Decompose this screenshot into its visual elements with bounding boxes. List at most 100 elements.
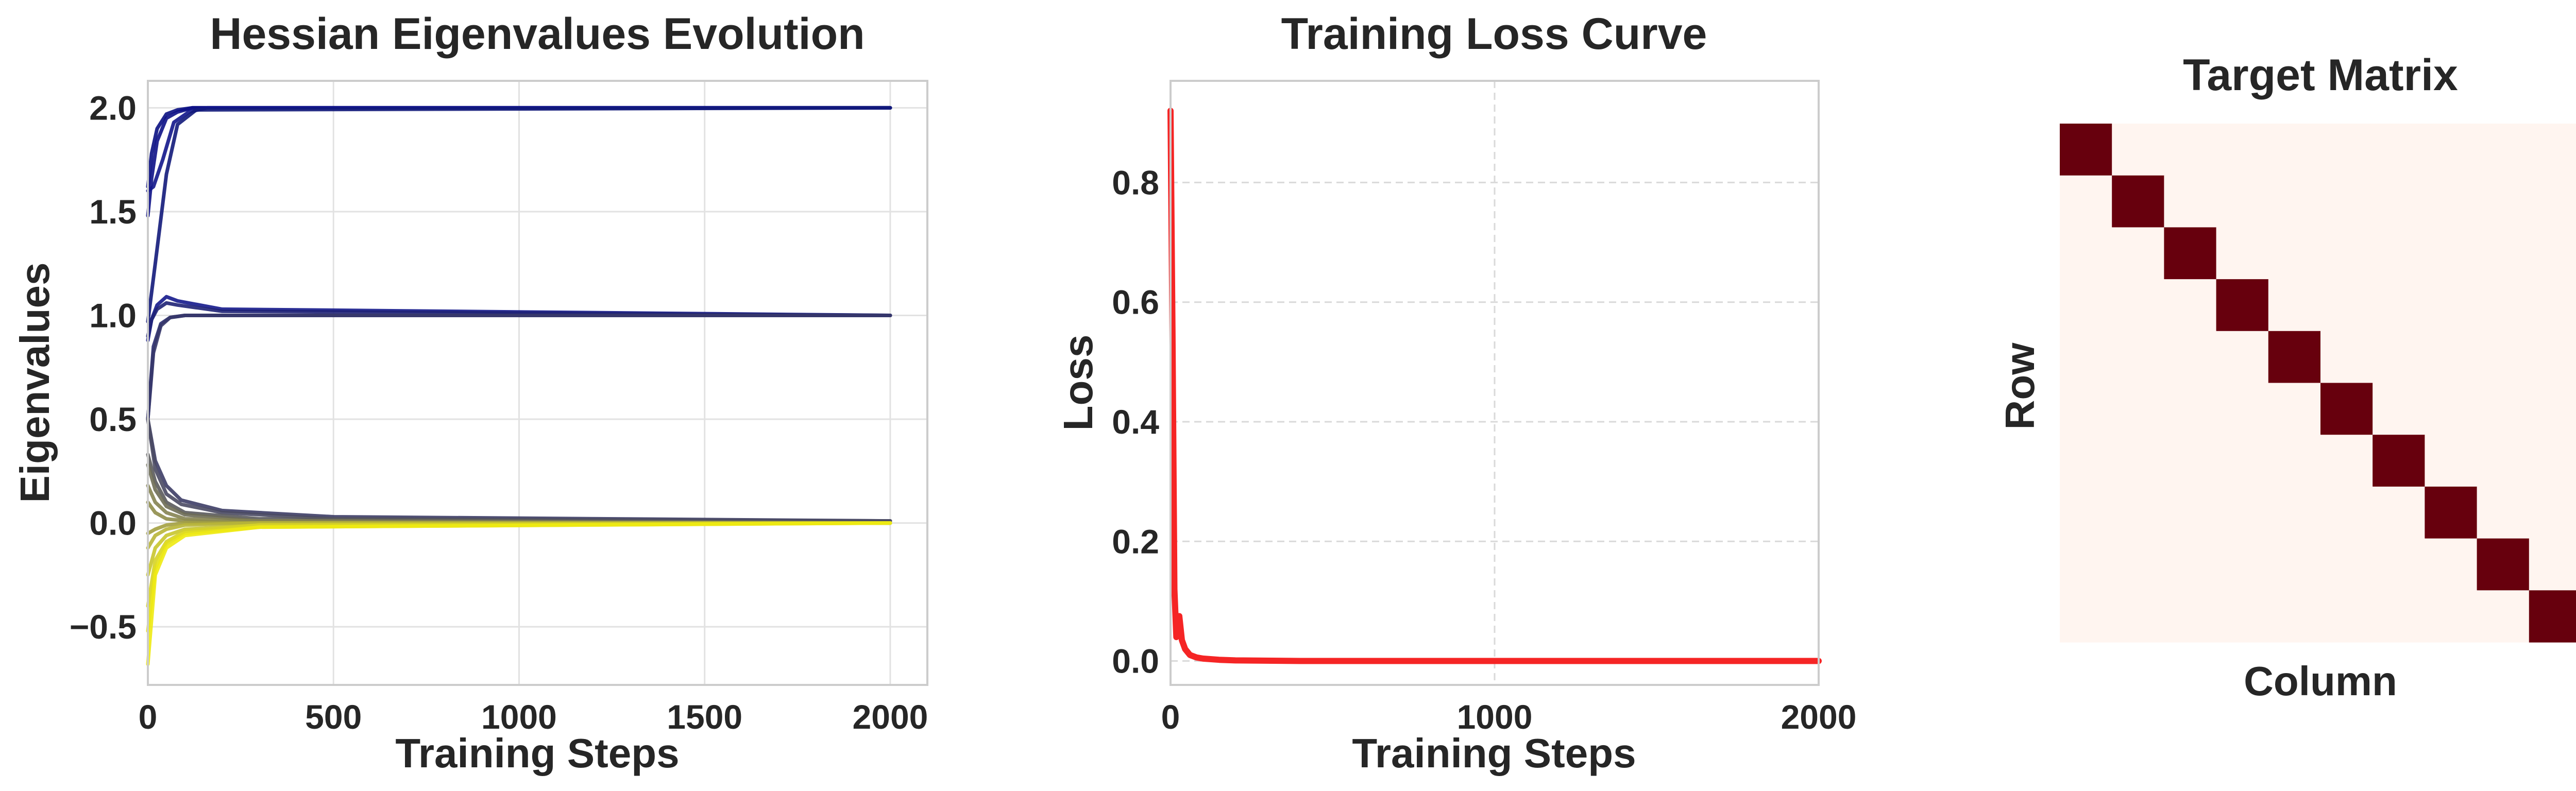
heatmap-cell (2320, 279, 2373, 332)
heatmap-cell (2320, 538, 2373, 591)
heatmap-cell (2320, 227, 2373, 280)
heatmap-cell (2529, 590, 2576, 643)
heatmap-cell (2425, 279, 2478, 332)
heatmap-cell (2268, 435, 2321, 487)
heatmap-cell (2216, 175, 2269, 228)
heatmap-cell (2268, 538, 2321, 591)
heatmap-cell (2268, 331, 2321, 384)
heatmap-cell (2320, 383, 2373, 435)
heatmap-cell (2372, 590, 2425, 643)
heatmap-cell (2164, 435, 2217, 487)
loss-y-tick-label: 0.2 (1112, 522, 1159, 560)
eigenvalues-y-ticks: −0.5 0.0 0.5 1.0 1.5 2.0 (70, 89, 137, 646)
heatmap-cell (2477, 590, 2530, 643)
eigenvalues-x-tick-label: 1000 (481, 698, 557, 736)
heatmap-cell (2216, 486, 2269, 539)
eigenvalues-series-line (146, 106, 892, 324)
eigenvalues-y-tick-label: 0.5 (89, 400, 137, 438)
eigenvalues-series-line (146, 106, 892, 193)
heatmap-cell (2372, 435, 2425, 487)
heatmap-cell (2164, 486, 2217, 539)
heatmap-cell (2477, 383, 2530, 435)
heatmap-cell (2112, 486, 2164, 539)
heatmap-cell (2216, 435, 2269, 487)
heatmap-cell (2112, 175, 2164, 228)
heatmap-cell (2060, 175, 2112, 228)
target-matrix-title: Target Matrix (2183, 50, 2458, 100)
heatmap-cell (2320, 486, 2373, 539)
heatmap-cell (2320, 435, 2373, 487)
heatmap-cell (2164, 227, 2217, 280)
heatmap-cell (2372, 486, 2425, 539)
heatmap-cell (2425, 227, 2478, 280)
heatmap-cell (2372, 279, 2425, 332)
eigenvalues-series-line (146, 521, 892, 666)
heatmap-cell (2268, 383, 2321, 435)
heatmap-cell (2060, 279, 2112, 332)
loss-x-tick-label: 1000 (1457, 698, 1533, 736)
heatmap-cell (2425, 331, 2478, 384)
heatmap-cell (2320, 124, 2373, 176)
loss-y-tick-label: 0.0 (1112, 642, 1159, 680)
heatmap-cell (2112, 590, 2164, 643)
heatmap-cell (2529, 538, 2576, 591)
loss-x-ticks: 0 1000 2000 (1161, 698, 1857, 736)
heatmap-cell (2216, 383, 2269, 435)
heatmap-cell (2425, 590, 2478, 643)
target-matrix-x-axis-label: Column (2244, 658, 2397, 704)
heatmap-cell (2060, 331, 2112, 384)
heatmap-cell (2112, 435, 2164, 487)
heatmap-cell (2529, 175, 2576, 228)
heatmap-cell (2425, 486, 2478, 539)
eigenvalues-x-ticks: 0 500 1000 1500 2000 (139, 698, 928, 736)
heatmap-cell (2425, 124, 2478, 176)
eigenvalues-y-tick-label: 0.0 (89, 504, 137, 542)
heatmap-cell (2216, 538, 2269, 591)
heatmap-cell (2268, 124, 2321, 176)
heatmap-cell (2529, 279, 2576, 332)
eigenvalues-plot-area (148, 81, 927, 685)
eigenvalues-x-tick-label: 1500 (667, 698, 742, 736)
heatmap-cell (2164, 383, 2217, 435)
loss-x-tick-label: 0 (1161, 698, 1180, 736)
heatmap-cell (2529, 331, 2576, 384)
eigenvalues-x-tick-label: 0 (139, 698, 158, 736)
loss-x-tick-label: 2000 (1781, 698, 1857, 736)
heatmap-cell (2216, 590, 2269, 643)
heatmap-cell (2529, 227, 2576, 280)
heatmap-cell (2112, 331, 2164, 384)
heatmap-cell (2268, 279, 2321, 332)
loss-panel: 0 1000 2000 0.0 0.2 0.4 0.6 0.8 Training Loss … (1055, 9, 1856, 776)
heatmap-cell (2216, 331, 2269, 384)
heatmap-cell (2060, 124, 2112, 176)
heatmap-cell (2060, 227, 2112, 280)
loss-title: Training Loss Curve (1281, 9, 1707, 59)
heatmap-cell (2268, 590, 2321, 643)
heatmap-cell (2425, 435, 2478, 487)
target-matrix-panel: Target Matrix Column Row 0.00.20.40.60.8… (1997, 50, 2576, 704)
eigenvalues-series-line (146, 301, 892, 338)
heatmap-cell (2529, 486, 2576, 539)
heatmap-cell (2372, 227, 2425, 280)
heatmap-cell (2477, 124, 2530, 176)
heatmap-cell (2112, 227, 2164, 280)
eigenvalues-y-tick-label: 1.0 (89, 296, 137, 334)
eigenvalues-panel: 0 500 1000 1500 2000 −0.5 0.0 0.5 1.0 1.5 2.0 Hes… (12, 9, 928, 776)
heatmap-cell (2112, 383, 2164, 435)
loss-axes-frame (1170, 80, 1820, 686)
heatmap-cell (2112, 279, 2164, 332)
heatmap-cell (2060, 590, 2112, 643)
heatmap-cell (2060, 383, 2112, 435)
loss-y-tick-label: 0.6 (1112, 283, 1159, 321)
heatmap-cell (2477, 486, 2530, 539)
heatmap-cell (2164, 590, 2217, 643)
loss-y-axis-label: Loss (1055, 335, 1101, 431)
heatmap-cell (2320, 331, 2373, 384)
heatmap-cell (2477, 435, 2530, 487)
heatmap-cell (2268, 486, 2321, 539)
heatmap-cell (2372, 175, 2425, 228)
heatmap-cell (2164, 124, 2217, 176)
eigenvalues-series-group (146, 106, 892, 666)
eigenvalues-series-line (146, 314, 892, 421)
